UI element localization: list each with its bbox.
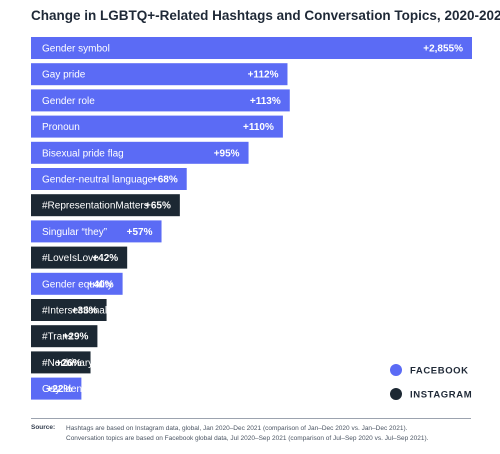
bar-gender-neutral-language bbox=[31, 168, 187, 190]
bar-label-gender-symbol: Gender symbol bbox=[42, 44, 110, 55]
bar-value-singular-they: +57% bbox=[127, 227, 153, 238]
source-divider bbox=[31, 418, 471, 419]
bar-label-trans: #Trans bbox=[42, 332, 73, 343]
source-note-line-2: Conversation topics are based on Faceboo… bbox=[66, 435, 429, 442]
bar-label-gay-pride: Gay pride bbox=[42, 70, 86, 81]
bar-value-gay-identity: +22% bbox=[47, 384, 73, 395]
source-note-line-1: Hashtags are based on Instagram data, gl… bbox=[66, 425, 408, 432]
source-label: Source: bbox=[31, 424, 56, 431]
bar-value-nonbinary: +26% bbox=[56, 358, 82, 369]
bars-group: Gender symbol +2,855% Gay pride +112% Gender… bbox=[31, 37, 472, 400]
bar-gender-equality bbox=[31, 272, 123, 295]
bar-singular-they bbox=[31, 220, 162, 243]
bar-label-gender-neutral-language: Gender-neutral language bbox=[42, 175, 154, 186]
bar-value-gender-symbol: +2,855% bbox=[423, 44, 463, 55]
bar-label-intersectional: #Intersectional bbox=[42, 306, 107, 317]
chart-title: Change in LGBTQ+-Related Hashtags and Co… bbox=[31, 8, 500, 23]
bar-label-loveislove: #LoveIsLove bbox=[42, 253, 99, 264]
bar-gay-pride bbox=[31, 63, 288, 86]
bar-label-gender-role: Gender role bbox=[42, 96, 95, 107]
bar-value-intersectional: +33% bbox=[72, 306, 98, 317]
legend-facebook-label: FACEBOOK bbox=[410, 366, 469, 377]
bar-label-representationmatters: #RepresentationMatters bbox=[42, 201, 149, 212]
bar-intersectional bbox=[31, 299, 107, 321]
bar-value-loveislove: +42% bbox=[92, 253, 118, 264]
bar-label-pronoun: Pronoun bbox=[42, 122, 80, 133]
bar-representationmatters bbox=[31, 194, 180, 217]
bar-label-gay-identity: Gay identity bbox=[42, 384, 95, 395]
legend-facebook-marker bbox=[390, 364, 402, 376]
bar-gender-role bbox=[31, 89, 290, 112]
bar-value-trans: +29% bbox=[63, 332, 89, 343]
bar-value-gay-pride: +112% bbox=[248, 70, 279, 81]
bar-value-pronoun: +110% bbox=[243, 122, 274, 133]
legend: FACEBOOK INSTAGRAM bbox=[390, 364, 472, 401]
bar-label-nonbinary: #Nonbinary bbox=[42, 358, 93, 369]
bar-trans bbox=[31, 325, 98, 348]
bar-pronoun bbox=[31, 115, 283, 138]
bar-loveislove bbox=[31, 246, 128, 269]
bar-label-bisexual-pride-flag: Bisexual pride flag bbox=[42, 148, 124, 159]
bar-gay-identity bbox=[31, 377, 82, 400]
bar-bisexual-pride-flag bbox=[31, 141, 249, 164]
legend-instagram-label: INSTAGRAM bbox=[410, 390, 472, 401]
bar-label-singular-they: Singular “they” bbox=[42, 227, 107, 238]
bar-gender-symbol bbox=[31, 37, 472, 59]
bar-nonbinary bbox=[31, 351, 91, 374]
bar-label-gender-equality: Gender equality bbox=[42, 279, 113, 290]
bar-value-gender-role: +113% bbox=[250, 96, 281, 107]
source-notes: Hashtags are based on Instagram data, gl… bbox=[66, 424, 428, 444]
bar-value-gender-neutral-language: +68% bbox=[152, 175, 178, 186]
bar-value-gender-equality: +40% bbox=[88, 279, 114, 290]
bar-value-representationmatters: +65% bbox=[145, 201, 171, 212]
legend-instagram-marker bbox=[390, 388, 402, 400]
bar-value-bisexual-pride-flag: +95% bbox=[214, 148, 240, 159]
